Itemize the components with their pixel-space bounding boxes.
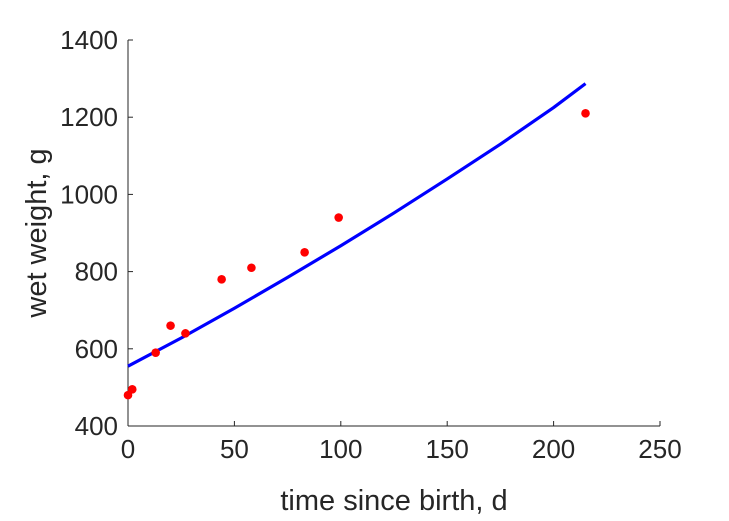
data-point	[247, 263, 256, 273]
data-point	[181, 329, 190, 338]
axes	[127, 40, 660, 427]
x-tick-label: 100	[319, 434, 362, 464]
y-tick-label: 400	[75, 411, 118, 441]
fit-curve	[127, 82, 587, 368]
y-axis-label: wet weight, g	[21, 148, 53, 318]
x-tick-label: 200	[532, 434, 575, 464]
x-tick-label: 250	[638, 434, 681, 464]
series-layer	[123, 82, 590, 400]
y-tick-label: 1000	[60, 179, 118, 209]
data-point	[127, 385, 137, 394]
x-axis-label: time since birth, d	[280, 485, 507, 517]
ticks: 0 50 100 150 200 250 400 600 800 1000 1200 1400	[60, 25, 682, 464]
data-point	[151, 348, 160, 357]
data-point	[300, 248, 309, 257]
x-tick-label: 0	[121, 434, 135, 464]
y-tick-label: 800	[75, 257, 118, 287]
data-point	[217, 275, 226, 284]
x-tick-label: 150	[426, 434, 469, 464]
data-point	[581, 109, 590, 118]
y-tick-label: 1400	[60, 25, 118, 55]
y-tick-label: 600	[75, 334, 118, 364]
data-point	[334, 213, 343, 222]
data-point	[166, 321, 175, 330]
y-tick-label: 1200	[60, 102, 118, 132]
x-tick-label: 50	[220, 434, 249, 464]
